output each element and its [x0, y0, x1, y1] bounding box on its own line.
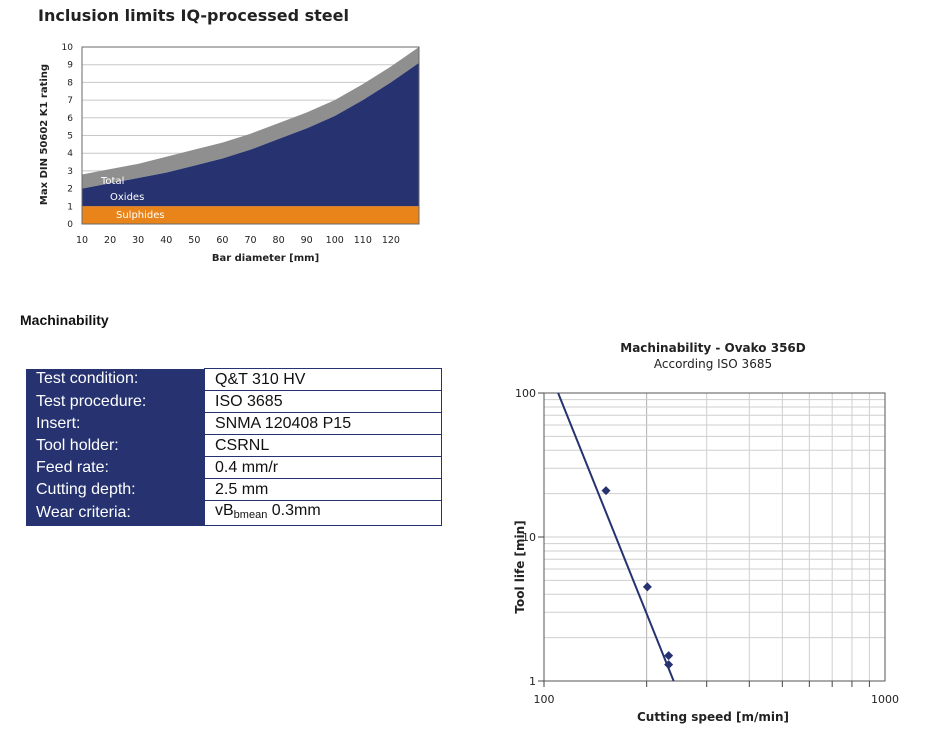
x-tick-label: 110 — [354, 235, 372, 246]
param-value: 2.5 mm — [204, 478, 442, 501]
param-value: 0.4 mm/r — [204, 456, 442, 479]
y-axis-label: Max DIN 50602 K1 rating — [39, 64, 50, 205]
y-tick-label: 1 — [529, 675, 536, 688]
x-tick-label: 1000 — [871, 693, 899, 706]
x-axis-label: Cutting speed [m/min] — [637, 710, 789, 724]
param-label: Test condition: — [26, 368, 205, 391]
x-tick-label: 20 — [104, 235, 116, 246]
param-label: Feed rate: — [26, 456, 205, 479]
x-tick-label: 100 — [534, 693, 555, 706]
data-point — [664, 651, 674, 661]
chart-title: Machinability - Ovako 356D — [620, 341, 806, 355]
param-value: CSRNL — [204, 434, 442, 457]
inclusion-chart-title: Inclusion limits IQ-processed steel — [38, 6, 349, 25]
x-tick-label: 50 — [188, 235, 200, 246]
y-tick-label: 6 — [67, 114, 73, 124]
sulphides-area — [82, 206, 419, 224]
y-tick-label: 10 — [62, 43, 74, 53]
y-tick-label: 8 — [67, 78, 73, 88]
y-tick-label: 3 — [67, 167, 73, 177]
param-label: Test procedure: — [26, 390, 205, 413]
total-area — [82, 47, 419, 189]
y-tick-label: 4 — [67, 149, 73, 159]
y-tick-label: 100 — [515, 387, 536, 400]
param-label: Tool holder: — [26, 434, 205, 457]
y-tick-label: 1 — [67, 202, 73, 212]
table-row: Tool holder: CSRNL — [26, 434, 442, 457]
x-tick-label: 80 — [273, 235, 285, 246]
param-value-subscript: bmean — [233, 509, 268, 521]
machinability-heading: Machinability — [20, 312, 109, 328]
chart-subtitle: According ISO 3685 — [654, 357, 772, 371]
table-row: Test procedure: ISO 3685 — [26, 390, 442, 413]
data-point — [642, 582, 652, 592]
machinability-parameters-table: Test condition: Q&T 310 HV Test procedur… — [26, 368, 442, 526]
table-row: Feed rate: 0.4 mm/r — [26, 456, 442, 479]
total-label: Total — [100, 176, 124, 187]
table-row: Wear criteria: vBbmean 0.3mm — [26, 500, 442, 526]
param-value-rest: 0.3mm — [267, 502, 321, 519]
y-tick-label: 10 — [522, 531, 536, 544]
table-row: Test condition: Q&T 310 HV — [26, 368, 442, 391]
y-tick-label: 2 — [67, 185, 73, 195]
param-label: Wear criteria: — [26, 500, 205, 526]
param-value: ISO 3685 — [204, 390, 442, 413]
data-point — [601, 486, 611, 496]
data-point — [664, 660, 674, 670]
y-tick-label: 5 — [67, 132, 73, 142]
y-tick-label: 9 — [67, 61, 73, 71]
oxides-label: Oxides — [110, 192, 144, 203]
y-axis-label: Tool life [min] — [513, 520, 527, 613]
x-tick-label: 60 — [216, 235, 228, 246]
x-tick-label: 100 — [326, 235, 344, 246]
x-tick-label: 70 — [244, 235, 256, 246]
param-value-main: vB — [215, 502, 234, 519]
param-value: Q&T 310 HV — [204, 368, 442, 391]
x-tick-label: 120 — [382, 235, 400, 246]
param-value: SNMA 120408 P15 — [204, 412, 442, 435]
tool-life-line — [557, 392, 675, 682]
x-tick-label: 90 — [301, 235, 313, 246]
y-tick-label: 0 — [67, 220, 73, 230]
oxides-area — [82, 62, 419, 207]
param-label: Insert: — [26, 412, 205, 435]
x-tick-label: 40 — [160, 235, 172, 246]
inclusion-chart: 0 1 2 3 4 5 6 7 8 9 10 10 20 30 40 50 60 70 80 90 100 110 120 B… — [39, 43, 420, 264]
x-axis-label: Bar diameter [mm] — [212, 253, 319, 264]
table-row: Cutting depth: 2.5 mm — [26, 478, 442, 501]
sulphides-label: Sulphides — [116, 210, 165, 221]
machinability-chart: Machinability - Ovako 356D According ISO … — [513, 341, 899, 724]
y-tick-label: 7 — [67, 96, 73, 106]
param-value: vBbmean 0.3mm — [204, 500, 442, 526]
table-row: Insert: SNMA 120408 P15 — [26, 412, 442, 435]
param-label: Cutting depth: — [26, 478, 205, 501]
x-tick-label: 30 — [132, 235, 144, 246]
plot-frame — [81, 46, 420, 225]
x-tick-label: 10 — [76, 235, 88, 246]
